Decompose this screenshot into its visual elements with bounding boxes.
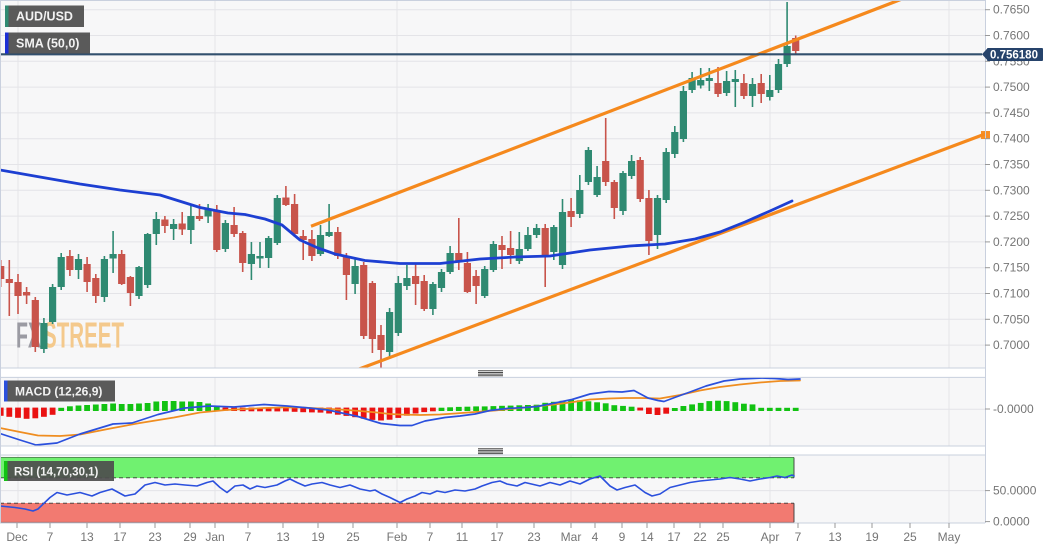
svg-text:19: 19 [311,530,325,544]
svg-text:13: 13 [80,530,94,544]
svg-text:Mar: Mar [561,530,582,544]
svg-text:7: 7 [47,530,54,544]
svg-text:17: 17 [667,530,681,544]
svg-text:7: 7 [245,530,252,544]
svg-text:7: 7 [427,530,434,544]
svg-text:50.0000: 50.0000 [993,484,1037,498]
svg-text:0.7450: 0.7450 [993,106,1030,120]
svg-text:0.7000: 0.7000 [993,338,1030,352]
svg-text:17: 17 [490,530,504,544]
svg-text:29: 29 [183,530,197,544]
svg-text:9: 9 [619,530,626,544]
svg-text:4: 4 [592,530,599,544]
svg-text:May: May [938,530,961,544]
svg-text:11: 11 [456,530,469,544]
svg-text:0.7500: 0.7500 [993,80,1030,94]
svg-text:23: 23 [148,530,162,544]
svg-text:0.7300: 0.7300 [993,183,1030,197]
svg-text:25: 25 [903,530,917,544]
svg-text:0.7600: 0.7600 [993,29,1030,43]
svg-text:13: 13 [828,530,842,544]
svg-text:-0.0000: -0.0000 [993,402,1034,416]
svg-text:17: 17 [113,530,127,544]
svg-text:7: 7 [795,530,802,544]
svg-text:25: 25 [716,530,730,544]
svg-text:0.0000: 0.0000 [993,515,1030,529]
svg-text:0.7400: 0.7400 [993,132,1030,146]
svg-text:0.7100: 0.7100 [993,287,1030,301]
svg-text:13: 13 [276,530,290,544]
svg-text:23: 23 [527,530,541,544]
svg-text:14: 14 [640,530,654,544]
svg-text:0.756180: 0.756180 [990,50,1038,62]
svg-text:Feb: Feb [387,530,408,544]
svg-text:0.7050: 0.7050 [993,312,1030,326]
svg-text:Dec: Dec [6,530,27,544]
svg-text:22: 22 [693,530,707,544]
svg-text:25: 25 [346,530,360,544]
svg-text:0.7150: 0.7150 [993,261,1030,275]
svg-text:AUD/USD: AUD/USD [16,10,73,24]
svg-text:RSI (14,70,30,1): RSI (14,70,30,1) [14,466,99,478]
svg-text:0.7350: 0.7350 [993,158,1030,172]
svg-text:Jan: Jan [205,530,224,544]
svg-text:Apr: Apr [761,530,780,544]
svg-text:MACD (12,26,9): MACD (12,26,9) [15,384,102,398]
svg-text:0.7650: 0.7650 [993,3,1030,17]
svg-text:STREET: STREET [43,315,124,356]
svg-text:19: 19 [865,530,879,544]
svg-text:SMA (50,0): SMA (50,0) [16,36,79,50]
svg-text:0.7200: 0.7200 [993,235,1030,249]
svg-text:0.7250: 0.7250 [993,209,1030,223]
